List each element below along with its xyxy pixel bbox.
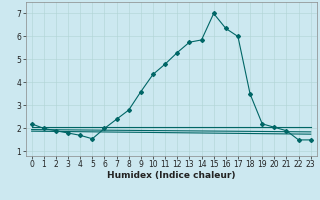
X-axis label: Humidex (Indice chaleur): Humidex (Indice chaleur): [107, 171, 236, 180]
